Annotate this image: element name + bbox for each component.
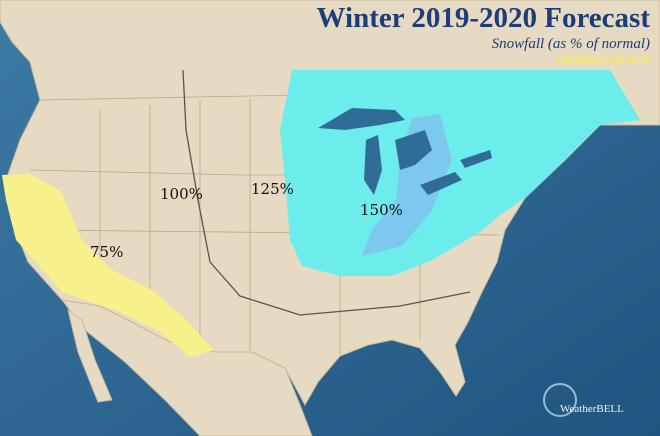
logo-swirl [543,383,577,417]
mexico [60,299,313,436]
snow-75-zone [2,174,214,357]
great-lakes [318,108,492,195]
logo-text: WeatherBELL [560,403,624,415]
title: Winter 2019-2020 Forecast [317,2,651,34]
zone-label: 150% [360,201,403,219]
zone-label: 75% [90,243,123,261]
contour-100 [182,69,471,316]
published-date: Published 8/29/2019 [556,54,650,66]
zone-label: 125% [251,180,294,198]
baja [67,308,113,403]
subtitle: Snowfall (as % of normal) [492,36,650,52]
zone-label: 100% [160,185,203,203]
